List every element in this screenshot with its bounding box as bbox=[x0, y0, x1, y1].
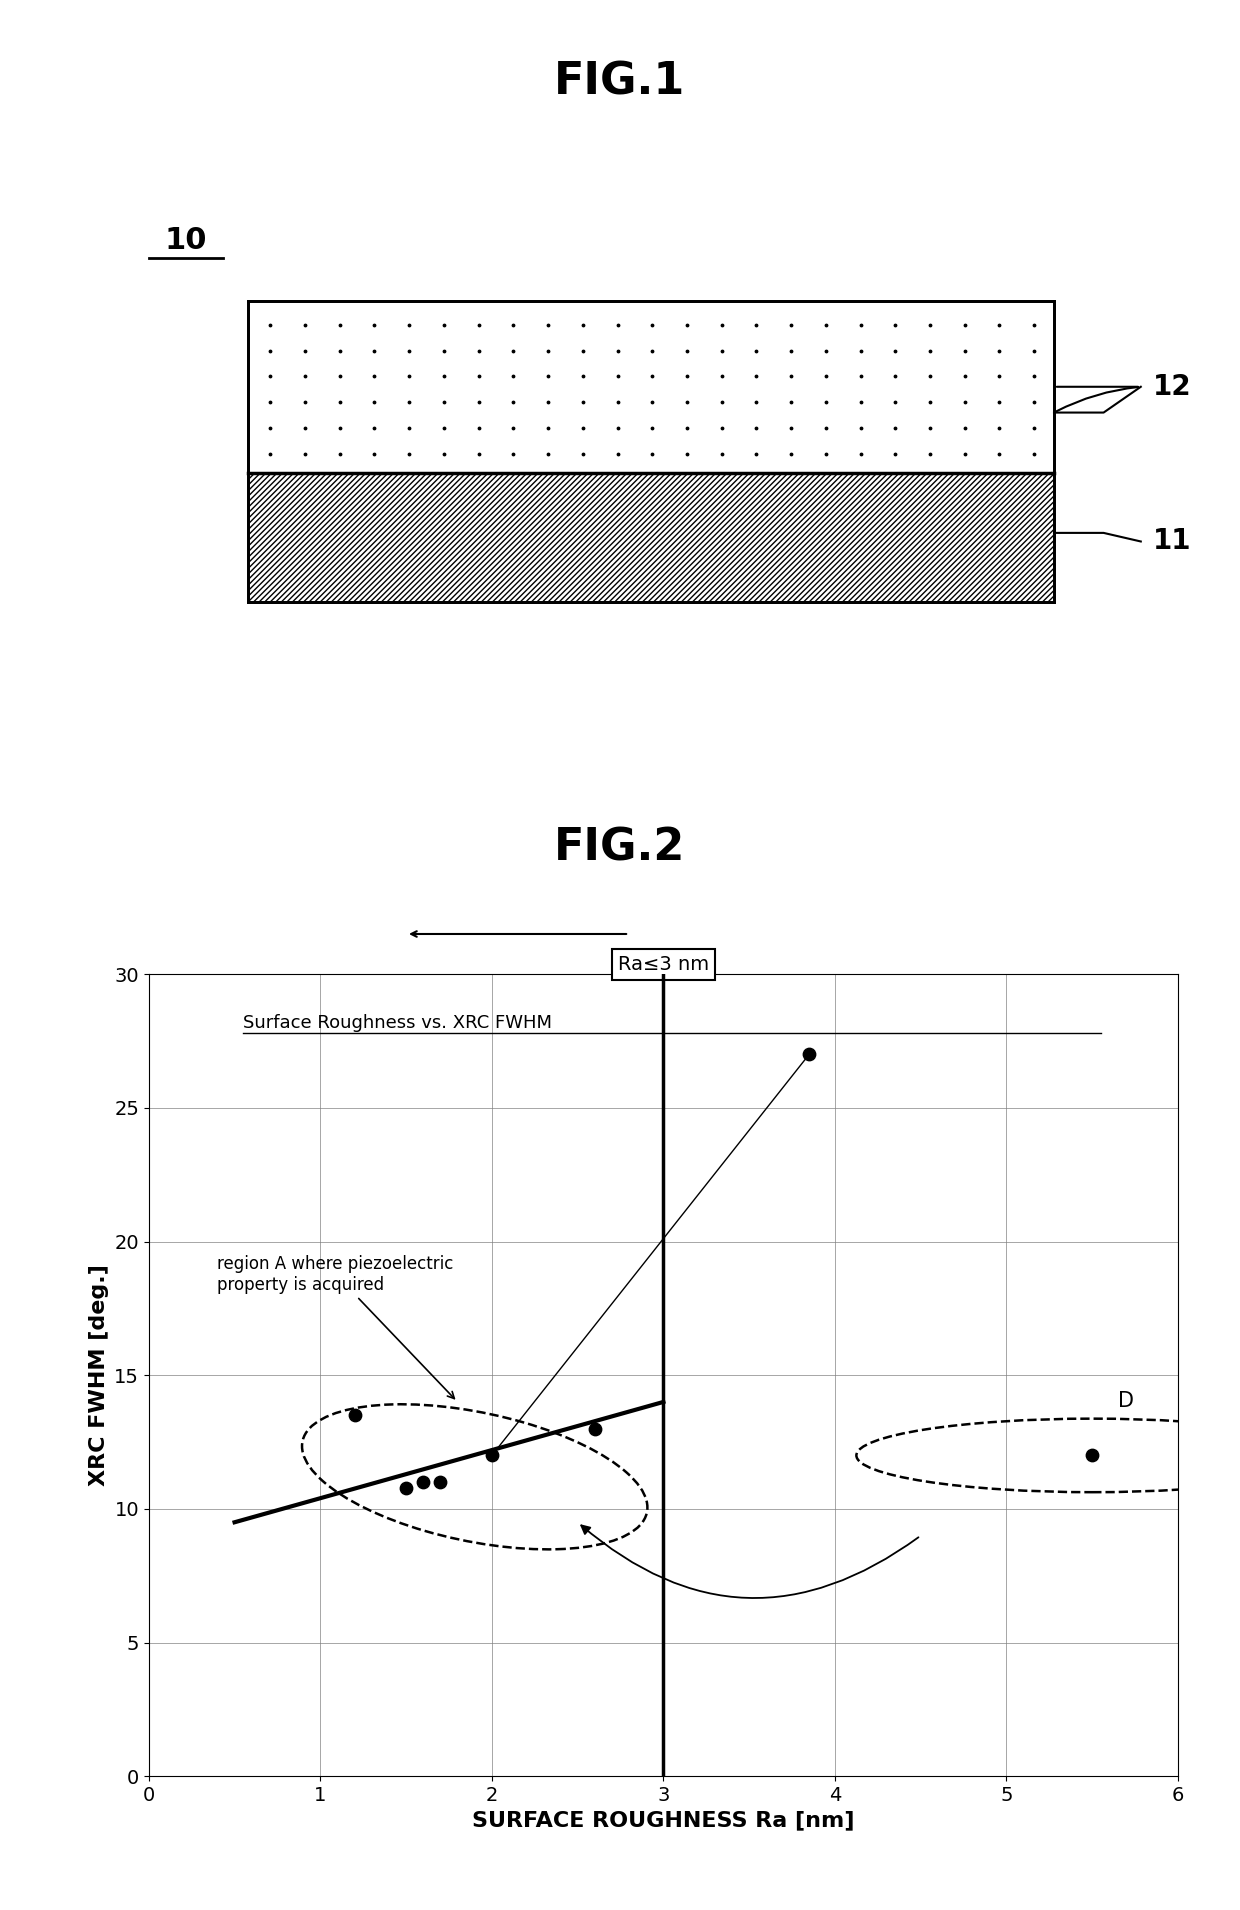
Text: Ra≤3 nm: Ra≤3 nm bbox=[618, 955, 709, 974]
Point bbox=[345, 1400, 365, 1431]
Point bbox=[482, 1440, 502, 1471]
FancyArrowPatch shape bbox=[582, 1526, 919, 1599]
Text: FIG.1: FIG.1 bbox=[554, 59, 686, 103]
X-axis label: SURFACE ROUGHNESS Ra [nm]: SURFACE ROUGHNESS Ra [nm] bbox=[472, 1811, 854, 1830]
Text: 12: 12 bbox=[1153, 372, 1192, 401]
Text: region A where piezoelectric
property is acquired: region A where piezoelectric property is… bbox=[217, 1255, 454, 1398]
Point bbox=[413, 1467, 433, 1497]
Text: FIG.2: FIG.2 bbox=[554, 825, 686, 869]
Point bbox=[397, 1473, 417, 1503]
Text: 10: 10 bbox=[165, 225, 207, 256]
Text: 11: 11 bbox=[1153, 527, 1192, 556]
Y-axis label: XRC FWHM [deg.]: XRC FWHM [deg.] bbox=[88, 1264, 109, 1486]
Point bbox=[585, 1413, 605, 1444]
Point bbox=[430, 1467, 450, 1497]
Point bbox=[1083, 1440, 1102, 1471]
Polygon shape bbox=[248, 472, 1054, 602]
Point bbox=[800, 1039, 820, 1070]
Polygon shape bbox=[248, 300, 1054, 472]
Text: Surface Roughness vs. XRC FWHM: Surface Roughness vs. XRC FWHM bbox=[243, 1014, 552, 1031]
Text: D: D bbox=[1118, 1390, 1133, 1411]
